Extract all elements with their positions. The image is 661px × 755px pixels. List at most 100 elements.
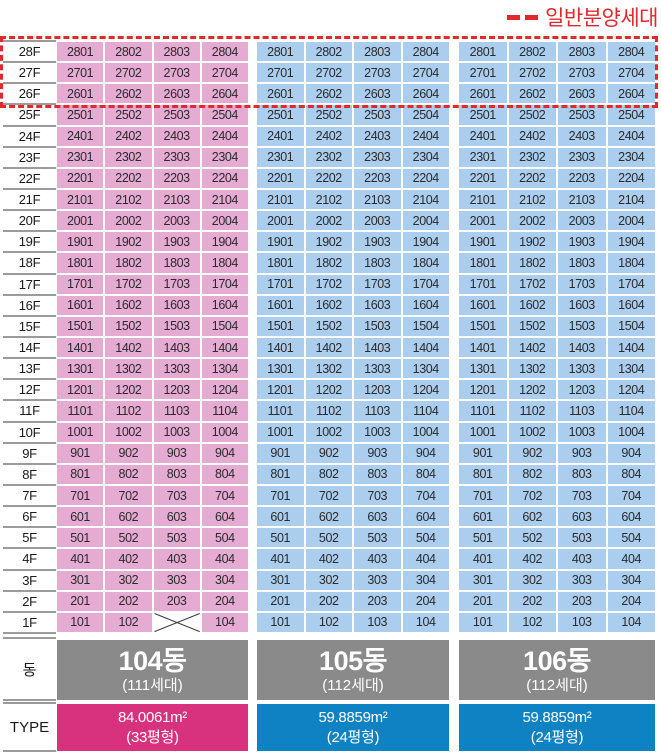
unit-grid-105: 2801 2802 2803 2804 2701 2702 2703 2704 2601 2602… (257, 42, 449, 632)
unit-cell: 1303 (354, 359, 401, 379)
unit-cell: 2001 (257, 211, 304, 231)
unit-cell: 203 (354, 591, 401, 611)
unit-cell: 1003 (153, 422, 200, 442)
building-bar-105: 105동 (112세대) (257, 640, 449, 700)
unit-cell: 401 (57, 549, 104, 569)
unit-cell: 2603 (354, 84, 401, 104)
unit-cell: 2403 (354, 126, 401, 146)
type-area: 84.0061m² (117, 709, 187, 726)
unit-cell: 2803 (354, 42, 401, 62)
unit-cell: 2603 (558, 84, 606, 104)
unit-cell: 2603 (153, 84, 200, 104)
unit-cell: 901 (57, 443, 104, 463)
unit-cell: 703 (153, 485, 200, 506)
unit-cell: 2302 (105, 147, 152, 167)
unit-cell: 403 (153, 549, 200, 569)
unit-cell: 1704 (607, 274, 655, 294)
unit-cell: 2702 (508, 63, 556, 83)
unit-cell: 1204 (607, 380, 655, 400)
unit-cell: 2404 (402, 126, 449, 146)
unit-cell: 702 (305, 485, 352, 506)
unit-cell: 603 (558, 507, 606, 527)
unit-cell: 2004 (607, 211, 655, 231)
unit-cell: 402 (305, 549, 352, 569)
unit-cell: 1204 (201, 380, 248, 400)
unit-cell: 2202 (105, 168, 152, 188)
unit-cell: 1103 (153, 401, 200, 421)
unit-cell: 2501 (459, 105, 507, 125)
unit-cell: 1203 (558, 380, 606, 400)
unit-cell: 1604 (201, 295, 248, 315)
unit-cell: 2602 (305, 84, 352, 104)
unit-cell: 1703 (558, 274, 606, 294)
floor-label: 19F (3, 232, 56, 254)
unit-cell: 2704 (607, 63, 655, 83)
unit-cell: 1104 (607, 401, 655, 421)
unit-cell: 1404 (607, 337, 655, 358)
building-households: (112세대) (526, 676, 588, 694)
floor-label: 28F (3, 42, 56, 64)
unit-cell: 2701 (459, 63, 507, 83)
unit-cell: 601 (57, 507, 104, 527)
unit-cell: 103 (354, 612, 401, 632)
unit-cell: 2602 (105, 84, 152, 104)
unit-cell: 1001 (257, 422, 304, 442)
unit-cell: 2003 (354, 211, 401, 231)
unit-cell: 303 (558, 570, 606, 590)
unit-cell: 902 (105, 443, 152, 463)
legend: 일반분양세대 (507, 4, 658, 30)
unit-cell: 2601 (459, 84, 507, 104)
unit-cell: 1901 (57, 232, 104, 252)
unit-cell: 602 (305, 507, 352, 527)
unit-cell: 802 (305, 464, 352, 484)
floor-label: 20F (3, 211, 56, 233)
unit-cell: 1301 (459, 359, 507, 379)
unit-cell: 1002 (305, 422, 352, 442)
unit-cell: 1404 (201, 337, 248, 358)
unit-cell: 1304 (607, 359, 655, 379)
unit-cell: 501 (459, 528, 507, 548)
unit-cell: 2801 (257, 42, 304, 62)
unit-cell: 2002 (305, 211, 352, 231)
unit-cell: 802 (508, 464, 556, 484)
unit-cell: 2303 (558, 147, 606, 167)
unit-cell: 903 (558, 443, 606, 463)
unit-cell: 2103 (153, 189, 200, 210)
unit-cell: 1502 (508, 316, 556, 336)
unit-cell: 204 (402, 591, 449, 611)
unit-cell: 2003 (153, 211, 200, 231)
unit-cell: 1001 (57, 422, 104, 442)
unit-cell: 2604 (201, 84, 248, 104)
unit-cell: 2101 (459, 189, 507, 210)
unit-cell: 801 (257, 464, 304, 484)
unit-cell: 803 (354, 464, 401, 484)
unit-cell: 503 (558, 528, 606, 548)
type-pyeong: (24평형) (326, 728, 380, 746)
unit-cell: 2604 (402, 84, 449, 104)
unit-cell: 804 (402, 464, 449, 484)
unit-cell: 102 (105, 612, 152, 632)
unit-cell: 2401 (57, 126, 104, 146)
unit-cell: 1801 (57, 253, 104, 273)
unit-cell: 2502 (105, 105, 152, 125)
unit-cell: 2504 (201, 105, 248, 125)
unit-grid-104: 2801 2802 2803 2804 2701 2702 2703 2704 2601 2602… (57, 42, 248, 632)
unit-cell: 704 (607, 485, 655, 506)
unit-cell: 2204 (607, 168, 655, 188)
unit-cell: 1802 (305, 253, 352, 273)
unit-cell: 1602 (105, 295, 152, 315)
unit-cell: 2402 (105, 126, 152, 146)
unit-cell: 303 (354, 570, 401, 590)
unit-cell: 2803 (153, 42, 200, 62)
unit-cell: 102 (508, 612, 556, 632)
unit-cell: 1801 (459, 253, 507, 273)
unit-cell: 302 (508, 570, 556, 590)
unit-cell: 1903 (354, 232, 401, 252)
unit-cell: 1403 (153, 337, 200, 358)
unit-cell: 1502 (105, 316, 152, 336)
unit-cell: 403 (354, 549, 401, 569)
unit-cell: 1203 (354, 380, 401, 400)
unit-cell: 601 (459, 507, 507, 527)
unit-cell: 1104 (402, 401, 449, 421)
